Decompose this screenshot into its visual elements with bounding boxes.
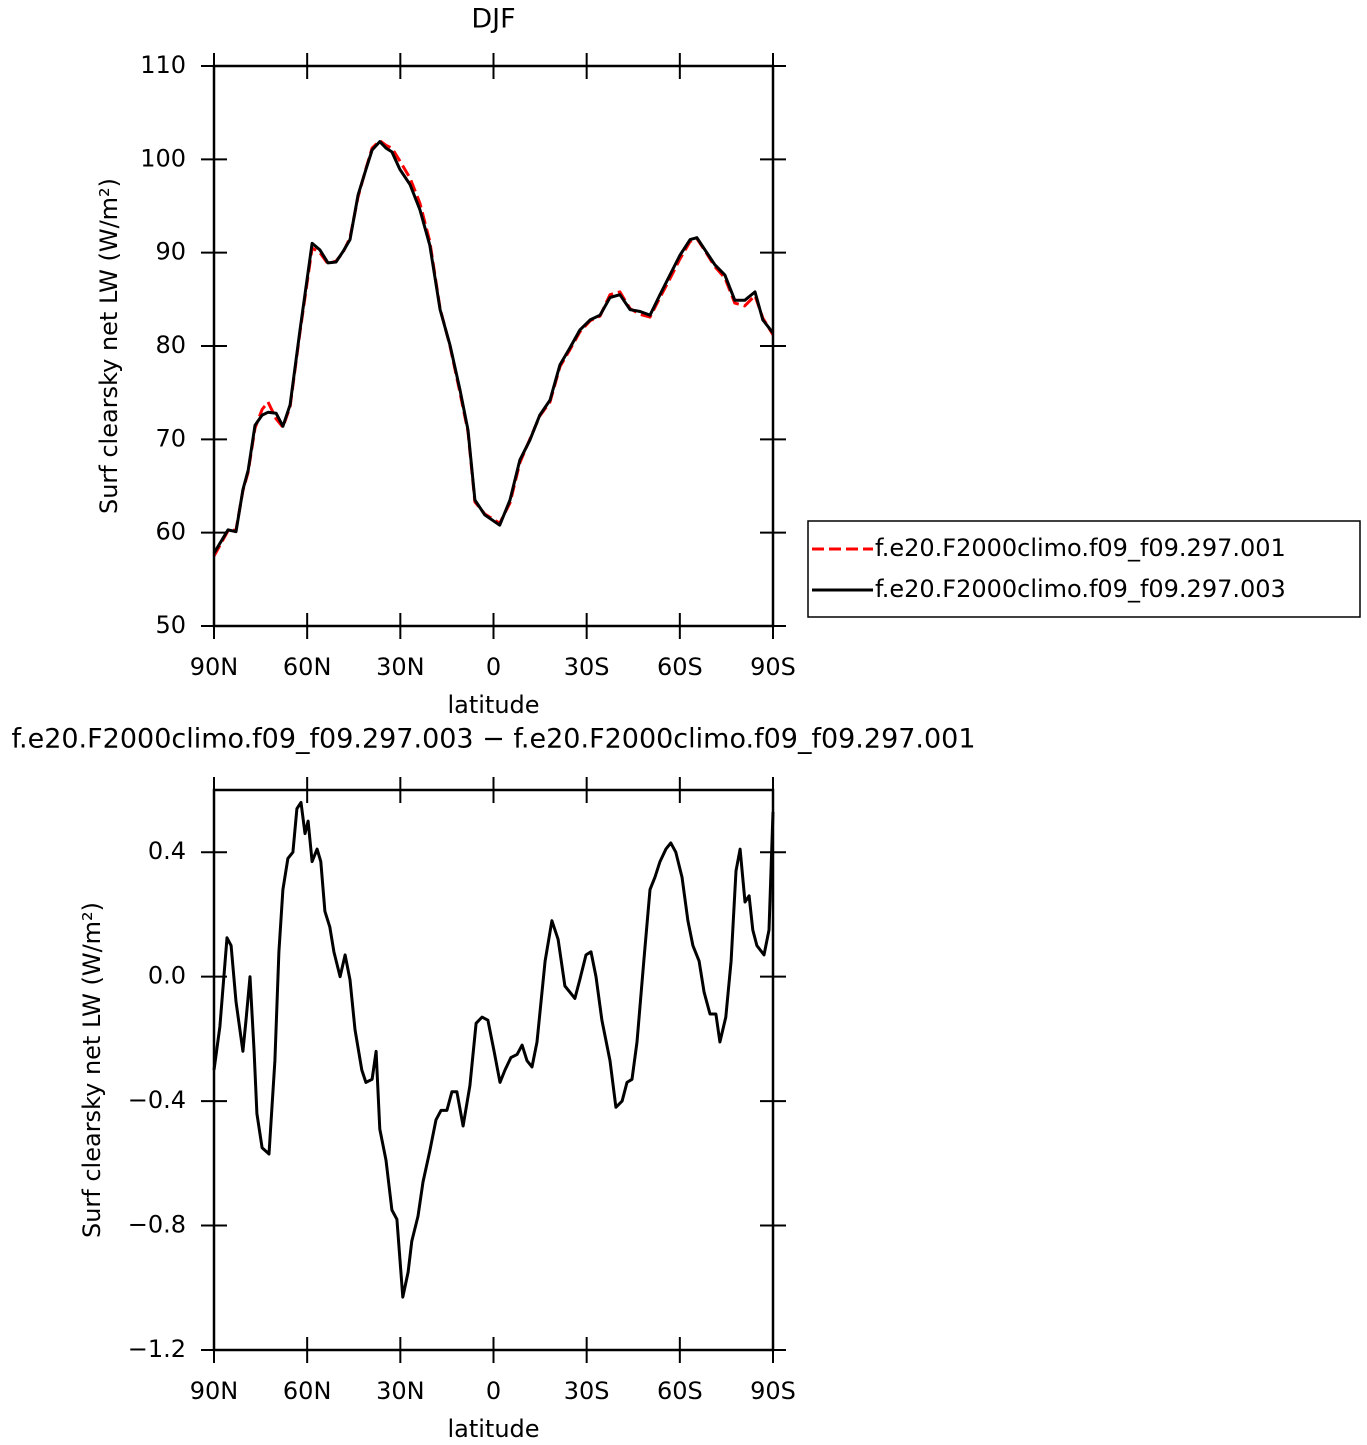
y-tick-label: 80	[155, 331, 186, 359]
x-tick-label: 90N	[190, 1377, 239, 1405]
x-tick-label: 60N	[283, 653, 332, 681]
y-tick-label: 70	[155, 424, 186, 452]
y-tick-label: −1.2	[128, 1335, 186, 1363]
y-tick-label: 0.4	[148, 837, 186, 865]
legend-box	[807, 520, 1361, 618]
y-axis-label: Surf clearsky net LW (W/m²)	[95, 178, 123, 514]
y-tick-label: −0.4	[128, 1086, 186, 1114]
y-axis-label: Surf clearsky net LW (W/m²)	[78, 902, 106, 1238]
x-axis-label: latitude	[447, 691, 539, 719]
x-tick-label: 90S	[750, 1377, 796, 1405]
x-tick-label: 30S	[564, 1377, 610, 1405]
x-tick-label: 60S	[657, 653, 703, 681]
x-tick-label: 60S	[657, 1377, 703, 1405]
data-line	[212, 140, 775, 554]
y-tick-label: −0.8	[128, 1211, 186, 1239]
y-tick-label: 50	[155, 611, 186, 639]
legend-label: f.e20.F2000climo.f09_f09.297.003	[875, 575, 1286, 603]
data-line	[212, 800, 775, 1299]
y-tick-label: 100	[140, 144, 186, 172]
chart-title: f.e20.F2000climo.f09_f09.297.003 − f.e20…	[11, 724, 975, 755]
chart-title: DJF	[471, 4, 515, 35]
x-tick-label: 90N	[190, 653, 239, 681]
x-tick-label: 30S	[564, 653, 610, 681]
x-tick-label: 0	[486, 1377, 501, 1405]
y-tick-label: 60	[155, 518, 186, 546]
plot-frame	[212, 788, 775, 1352]
x-tick-label: 30N	[376, 1377, 425, 1405]
x-tick-label: 90S	[750, 653, 796, 681]
y-tick-label: 90	[155, 238, 186, 266]
x-axis-label: latitude	[447, 1415, 539, 1443]
legend-label: f.e20.F2000climo.f09_f09.297.001	[875, 534, 1286, 562]
x-tick-label: 30N	[376, 653, 425, 681]
y-tick-label: 110	[140, 51, 186, 79]
y-tick-label: 0.0	[148, 962, 186, 990]
x-tick-label: 60N	[283, 1377, 332, 1405]
x-tick-label: 0	[486, 653, 501, 681]
